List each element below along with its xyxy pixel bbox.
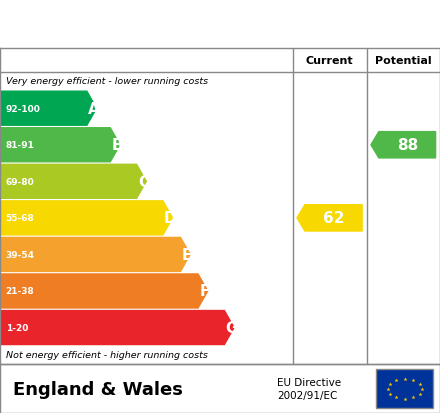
Text: 21-38: 21-38 (6, 287, 34, 296)
Text: 88: 88 (397, 138, 418, 153)
Text: 55-68: 55-68 (6, 214, 34, 223)
Text: Potential: Potential (375, 56, 432, 66)
Polygon shape (1, 128, 120, 162)
Text: Energy Efficiency Rating: Energy Efficiency Rating (13, 14, 301, 34)
Text: EU Directive
2002/91/EC: EU Directive 2002/91/EC (277, 377, 341, 400)
Polygon shape (1, 274, 208, 308)
Text: E: E (182, 247, 192, 262)
Text: Very energy efficient - lower running costs: Very energy efficient - lower running co… (6, 77, 208, 86)
Polygon shape (1, 202, 172, 235)
Text: C: C (138, 174, 149, 189)
Text: 39-54: 39-54 (6, 250, 35, 259)
Text: Current: Current (306, 56, 353, 66)
Polygon shape (1, 238, 190, 272)
Text: A: A (88, 102, 99, 116)
Polygon shape (297, 205, 362, 231)
Text: 69-80: 69-80 (6, 177, 34, 186)
Polygon shape (371, 132, 436, 159)
Polygon shape (1, 92, 96, 126)
Text: B: B (111, 138, 123, 153)
Polygon shape (1, 165, 147, 199)
Text: 1-20: 1-20 (6, 323, 28, 332)
Text: D: D (163, 211, 176, 226)
Polygon shape (1, 311, 234, 345)
Text: Not energy efficient - higher running costs: Not energy efficient - higher running co… (6, 351, 208, 360)
Text: 81-91: 81-91 (6, 141, 35, 150)
Bar (376, 369, 433, 408)
Text: G: G (225, 320, 238, 335)
Text: F: F (200, 284, 210, 299)
Text: 62: 62 (323, 211, 345, 226)
Text: 92-100: 92-100 (6, 104, 40, 114)
Text: England & Wales: England & Wales (13, 380, 183, 398)
